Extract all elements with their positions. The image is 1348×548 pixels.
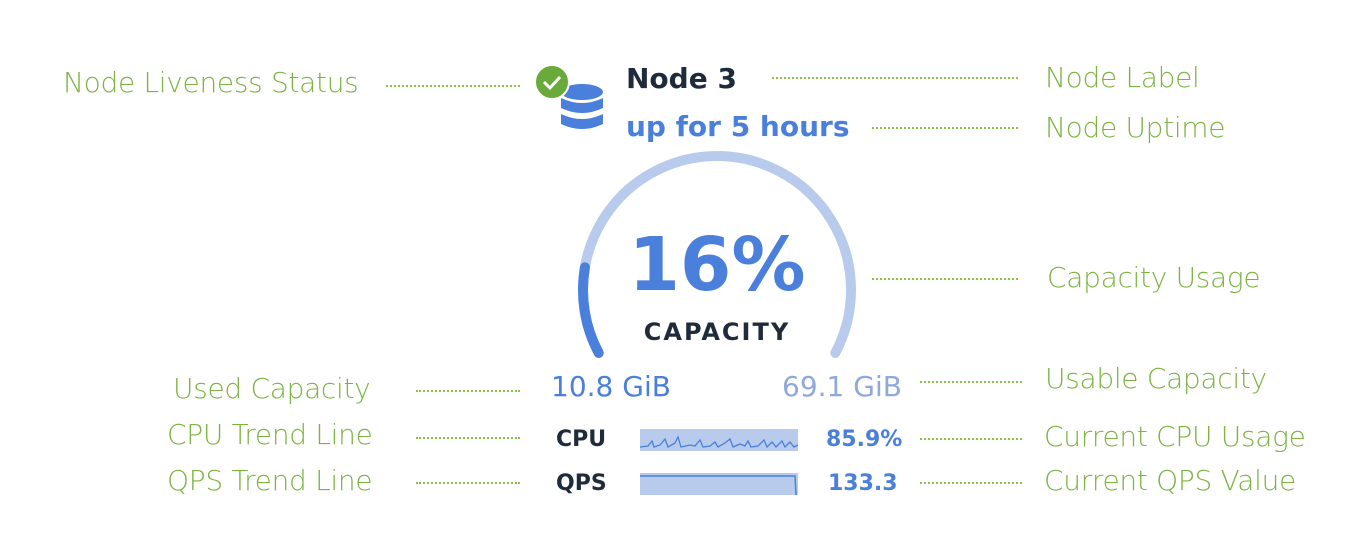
node-icon-group xyxy=(534,64,603,129)
node-label[interactable]: Node 3 xyxy=(626,62,737,95)
leader-line xyxy=(872,127,1018,129)
capacity-caption: CAPACITY xyxy=(643,318,791,346)
annotation-cpu-trend: CPU Trend Line xyxy=(167,418,373,451)
current-qps-value: 133.3 xyxy=(828,471,898,496)
leader-line xyxy=(386,85,520,87)
cpu-label: CPU xyxy=(556,427,607,452)
node-uptime: up for 5 hours xyxy=(626,110,850,143)
annotation-qps-trend: QPS Trend Line xyxy=(167,464,373,497)
annotation-liveness: Node Liveness Status xyxy=(63,66,359,99)
annotation-node-label: Node Label xyxy=(1045,61,1200,94)
leader-line xyxy=(920,438,1022,440)
qps-label: QPS xyxy=(556,471,607,496)
usable-capacity: 69.1 GiB xyxy=(782,370,902,403)
leader-line xyxy=(920,381,1022,383)
used-capacity: 10.8 GiB xyxy=(551,370,671,403)
annotation-used-capacity: Used Capacity xyxy=(173,372,371,405)
qps-trend-line[interactable] xyxy=(640,473,798,496)
leader-line xyxy=(416,437,520,439)
leader-line xyxy=(872,278,1018,280)
annotation-current-qps: Current QPS Value xyxy=(1044,464,1296,497)
gauge-fill xyxy=(578,262,604,358)
annotation-capacity-usage: Capacity Usage xyxy=(1047,261,1261,294)
annotation-usable-capacity: Usable Capacity xyxy=(1045,362,1267,395)
leader-line xyxy=(416,482,520,484)
leader-line xyxy=(416,390,520,392)
database-icon xyxy=(561,84,603,129)
current-cpu-usage: 85.9% xyxy=(826,427,903,452)
capacity-percent: 16% xyxy=(628,222,806,308)
leader-line xyxy=(920,482,1022,484)
annotation-current-cpu: Current CPU Usage xyxy=(1044,420,1306,453)
cpu-trend-line[interactable] xyxy=(639,429,799,451)
check-circle-icon xyxy=(534,64,570,100)
annotation-node-uptime: Node Uptime xyxy=(1045,111,1226,144)
leader-line xyxy=(772,77,1018,79)
